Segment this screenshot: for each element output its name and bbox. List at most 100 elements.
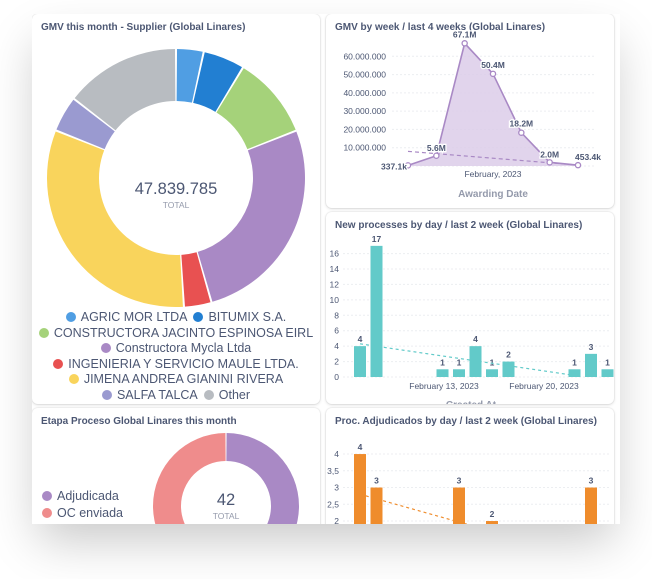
legend-dot	[100, 343, 111, 353]
bar	[585, 353, 597, 377]
donut-slice	[153, 433, 226, 524]
bar-label: 3	[374, 476, 379, 486]
bar-label: 4	[358, 334, 363, 344]
y-tick-label: 60.000.000	[343, 51, 386, 61]
card-title: GMV this month - Supplier (Global Linare…	[41, 22, 246, 33]
legend-dot	[65, 312, 76, 322]
legend-item[interactable]: JIMENA ANDREA GIANINI RIVERA	[68, 372, 284, 388]
donut-chart-supplier: 47.839.785 TOTAL	[46, 49, 305, 307]
legend-label: Adjudicada	[57, 489, 119, 503]
card-adjudicados[interactable]: Proc. Adjudicados by day / last 2 week (…	[326, 408, 614, 524]
legend-row: Constructora Mycla Ltda	[32, 341, 320, 357]
y-tick-label: 50.000.000	[343, 70, 386, 80]
y-tick-label: 0	[334, 372, 339, 382]
bar	[486, 369, 498, 377]
bar-label: 4	[358, 442, 363, 452]
bar	[354, 454, 366, 524]
bar-label: 1	[490, 357, 495, 367]
legend-label: SALFA TALCA	[116, 387, 198, 402]
x-tick-label: February 20, 2023	[509, 381, 579, 391]
bar	[502, 361, 515, 377]
bar	[486, 521, 498, 524]
area-chart-gmv-week: 0 10.000.000 20.000.000 30.000.000 40.000.00…	[343, 28, 602, 200]
y-tick-label: 3,5	[327, 466, 339, 476]
trend-line	[359, 343, 575, 377]
y-tick-label: 2	[334, 516, 339, 524]
legend-item[interactable]: Constructora Mycla Ltda	[100, 341, 251, 357]
y-tick-label: 0	[381, 161, 386, 171]
legend-dot	[38, 327, 49, 338]
data-label: 18.2M	[510, 119, 534, 129]
bar	[453, 487, 465, 524]
donut-total-label: TOTAL	[163, 200, 190, 210]
bar-label: 1	[572, 357, 577, 367]
legend-row: JIMENA ANDREA GIANINI RIVERA	[32, 372, 320, 388]
card-etapa[interactable]: Etapa Proceso Global Linares this month …	[32, 408, 320, 524]
legend-item[interactable]: SALFA TALCA	[101, 387, 198, 404]
donut-slice	[193, 52, 242, 112]
bar-label: 2	[490, 509, 495, 519]
donut-slice	[46, 131, 183, 307]
legend-label: BITUMIX S.A.	[208, 310, 287, 324]
donut-total-value: 42	[217, 491, 235, 509]
legend-item[interactable]: INGENIERIA Y SERVICIO MAULE LTDA.	[53, 357, 299, 373]
legend-row: SALFA TALCA Other	[32, 388, 320, 404]
data-label: 50.4M	[481, 60, 505, 70]
data-label: 67.1M	[453, 29, 477, 39]
data-label: 453.4k	[575, 152, 601, 162]
y-tick-label: 14	[330, 264, 340, 274]
legend-dot	[193, 312, 204, 322]
y-tick-label: 40.000.000	[343, 88, 386, 98]
legend-item[interactable]: OC enviada	[42, 505, 123, 522]
y-tick-label: 4	[334, 341, 339, 351]
legend-row: INGENIERIA Y SERVICIO MAULE LTDA.	[32, 357, 320, 373]
legend-item[interactable]: Adjudicada	[42, 488, 123, 505]
legend-dot	[203, 389, 214, 400]
legend-item[interactable]: Other	[203, 387, 251, 404]
legend-dot	[42, 508, 52, 518]
card-title: New processes by day / last 2 week (Glob…	[335, 220, 583, 231]
bar	[354, 346, 366, 377]
donut-slice	[216, 68, 296, 150]
y-tick-label: 8	[334, 310, 339, 320]
y-tick-label: 16	[330, 249, 340, 259]
data-point	[404, 162, 412, 169]
donut-chart-etapa: 42 TOTAL	[153, 433, 299, 524]
x-tick-label: February 13, 2023	[409, 381, 479, 391]
legend-dot	[68, 374, 79, 384]
legend-label: JIMENA ANDREA GIANINI RIVERA	[83, 372, 284, 386]
donut-slice	[74, 49, 176, 131]
data-point	[489, 70, 497, 78]
bar	[601, 369, 614, 377]
y-tick-label: 2	[334, 357, 339, 367]
card-new-processes[interactable]: New processes by day / last 2 week (Glob…	[326, 212, 614, 404]
card-gmv-week[interactable]: GMV by week / last 4 weeks (Global Linar…	[326, 14, 614, 208]
y-tick-label: 3	[334, 483, 339, 493]
data-point	[433, 152, 440, 160]
donut-slice	[197, 131, 305, 302]
bar	[469, 346, 482, 377]
bar	[370, 487, 383, 524]
card-gmv-supplier[interactable]: GMV this month - Supplier (Global Linare…	[32, 14, 320, 404]
legend-row: AGRIC MOR LTDA BITUMIX S.A.	[32, 310, 320, 326]
legend-row: CONSTRUCTORA JACINTO ESPINOSA EIRL	[32, 326, 320, 342]
legend-label: OC enviada	[57, 506, 124, 520]
legend-item[interactable]: AGRIC MOR LTDA	[65, 310, 188, 326]
donut-slice	[56, 99, 115, 150]
bar-label: 1	[457, 357, 462, 367]
bar	[585, 487, 597, 524]
dashboard: GMV this month - Supplier (Global Linare…	[32, 14, 620, 524]
donut-slice	[176, 49, 203, 103]
legend-label: CONSTRUCTORA JACINTO ESPINOSA EIRL	[53, 325, 314, 340]
y-tick-label: 30.000.000	[343, 106, 386, 116]
legend-dot	[42, 491, 52, 501]
legend-item[interactable]: BITUMIX S.A.	[193, 310, 286, 326]
legend-label: Other	[218, 387, 251, 402]
trend-line	[359, 493, 469, 524]
bar-label: 1	[440, 357, 445, 367]
bar-label: 2	[506, 350, 511, 360]
legend-dot	[53, 358, 64, 369]
donut-total-label: TOTAL	[213, 511, 240, 521]
legend-label: AGRIC MOR LTDA	[80, 310, 188, 324]
legend-item[interactable]: CONSTRUCTORA JACINTO ESPINOSA EIRL	[38, 325, 314, 342]
